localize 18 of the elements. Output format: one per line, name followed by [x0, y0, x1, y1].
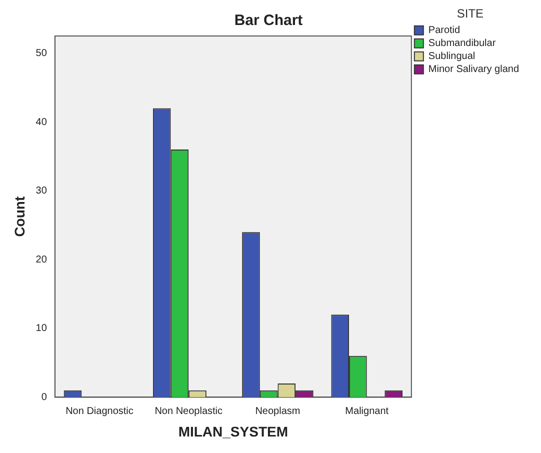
y-tick-label: 0 — [41, 392, 48, 403]
x-tick-label: Non Neoplastic — [154, 406, 223, 417]
x-tick-label: Neoplasm — [255, 406, 300, 417]
legend-label: Submandibular — [428, 38, 496, 50]
legend-label: Sublingual — [428, 51, 476, 62]
x-axis-title: MILAN_SYSTEM — [178, 423, 288, 440]
y-tick-label: 40 — [36, 116, 48, 128]
legend-label: Parotid — [428, 25, 460, 36]
x-tick-label: Non Diagnostic — [66, 406, 134, 417]
y-tick-label: 10 — [36, 323, 48, 334]
legend-label: Minor Salivary gland — [428, 64, 520, 76]
y-axis-title: Count — [11, 196, 28, 237]
x-tick-label: Malignant — [345, 406, 389, 417]
y-tick-label: 50 — [36, 48, 48, 59]
y-tick-label: 30 — [36, 186, 48, 197]
legend-title: SITE — [456, 6, 484, 20]
y-tick-label: 20 — [36, 254, 48, 266]
chart-title: Bar Chart — [234, 12, 303, 30]
